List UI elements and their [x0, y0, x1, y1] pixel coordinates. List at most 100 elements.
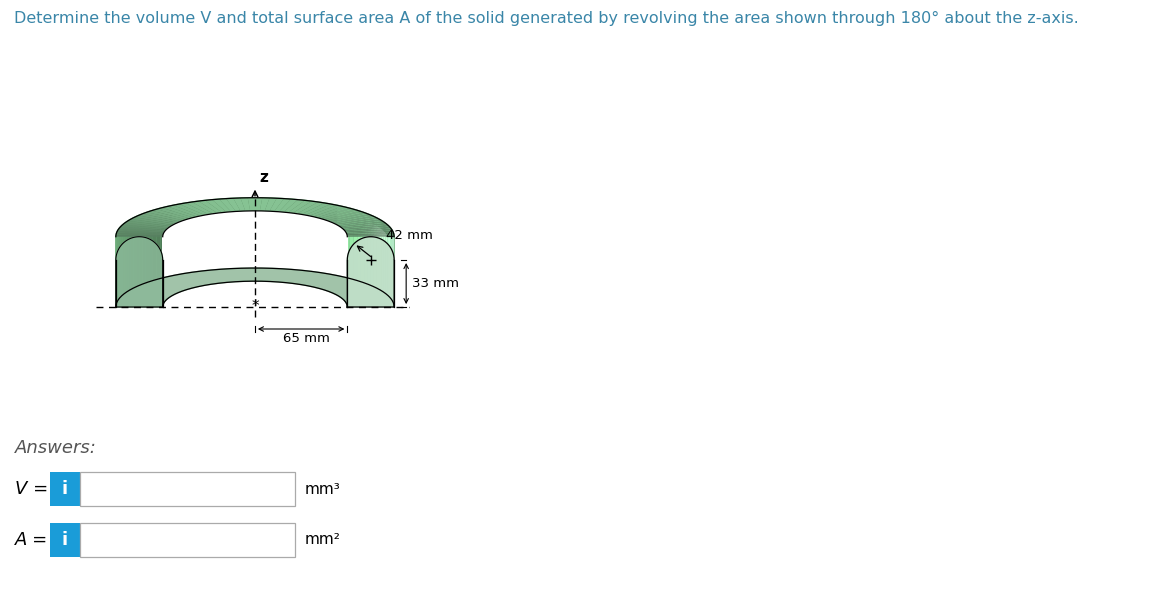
FancyBboxPatch shape	[80, 472, 295, 506]
Polygon shape	[269, 198, 284, 211]
Polygon shape	[338, 225, 339, 296]
Polygon shape	[346, 229, 392, 232]
Polygon shape	[358, 226, 379, 253]
Polygon shape	[212, 199, 217, 270]
Polygon shape	[125, 221, 171, 228]
Polygon shape	[128, 219, 172, 226]
Polygon shape	[185, 202, 213, 214]
Polygon shape	[220, 213, 223, 283]
Polygon shape	[314, 217, 318, 288]
Polygon shape	[163, 211, 347, 307]
Polygon shape	[119, 226, 165, 231]
Polygon shape	[128, 219, 131, 291]
Polygon shape	[303, 215, 306, 285]
Text: mm²: mm²	[305, 533, 341, 547]
Text: i: i	[62, 480, 68, 498]
Polygon shape	[388, 226, 391, 298]
Polygon shape	[334, 223, 335, 294]
Polygon shape	[197, 200, 202, 272]
Polygon shape	[123, 223, 125, 295]
Polygon shape	[290, 213, 294, 284]
Polygon shape	[222, 199, 228, 269]
Polygon shape	[338, 219, 383, 226]
Polygon shape	[312, 216, 314, 287]
Polygon shape	[173, 204, 178, 276]
Polygon shape	[335, 224, 338, 295]
Polygon shape	[117, 231, 164, 234]
Polygon shape	[207, 200, 212, 270]
Polygon shape	[332, 222, 334, 294]
Text: i: i	[62, 531, 68, 549]
Polygon shape	[199, 200, 222, 213]
Polygon shape	[156, 208, 161, 279]
Polygon shape	[339, 226, 340, 297]
Polygon shape	[250, 197, 255, 268]
Polygon shape	[340, 221, 385, 228]
Polygon shape	[336, 205, 341, 276]
Polygon shape	[368, 236, 388, 261]
Polygon shape	[192, 201, 197, 272]
Polygon shape	[183, 203, 187, 274]
Polygon shape	[265, 198, 276, 211]
Polygon shape	[195, 216, 198, 287]
Polygon shape	[288, 200, 312, 213]
Polygon shape	[164, 206, 169, 278]
Polygon shape	[202, 200, 207, 271]
Polygon shape	[234, 198, 238, 268]
Polygon shape	[151, 209, 190, 219]
Polygon shape	[333, 216, 376, 224]
Polygon shape	[134, 216, 136, 288]
Polygon shape	[266, 211, 269, 282]
Polygon shape	[142, 213, 146, 284]
Polygon shape	[366, 233, 386, 259]
Polygon shape	[332, 204, 336, 276]
Polygon shape	[357, 225, 377, 252]
Polygon shape	[260, 198, 266, 268]
Polygon shape	[366, 234, 387, 260]
Polygon shape	[341, 223, 387, 229]
Polygon shape	[139, 214, 180, 223]
Polygon shape	[149, 210, 153, 282]
Text: 42 mm: 42 mm	[386, 229, 432, 242]
Polygon shape	[391, 228, 392, 299]
Polygon shape	[192, 217, 195, 288]
Polygon shape	[323, 219, 325, 290]
Polygon shape	[126, 220, 128, 292]
Polygon shape	[387, 225, 388, 296]
Polygon shape	[251, 211, 255, 281]
Polygon shape	[131, 218, 134, 290]
Polygon shape	[228, 198, 234, 268]
Polygon shape	[381, 220, 384, 292]
Polygon shape	[344, 226, 391, 231]
Polygon shape	[327, 221, 329, 292]
Polygon shape	[283, 212, 287, 283]
Polygon shape	[116, 235, 163, 237]
Polygon shape	[169, 227, 170, 298]
Polygon shape	[310, 205, 342, 217]
Polygon shape	[230, 211, 234, 282]
Polygon shape	[240, 211, 244, 282]
Polygon shape	[163, 211, 347, 307]
Polygon shape	[340, 227, 341, 298]
Polygon shape	[313, 206, 348, 217]
Polygon shape	[178, 203, 183, 275]
Polygon shape	[213, 213, 216, 284]
Polygon shape	[198, 216, 201, 287]
Polygon shape	[183, 220, 185, 291]
Polygon shape	[180, 221, 183, 292]
Polygon shape	[371, 215, 373, 287]
Polygon shape	[187, 202, 192, 273]
Polygon shape	[187, 219, 190, 290]
Polygon shape	[255, 197, 260, 268]
Polygon shape	[269, 211, 273, 282]
FancyBboxPatch shape	[80, 523, 295, 557]
Text: *: *	[251, 300, 259, 314]
Polygon shape	[292, 201, 318, 214]
Polygon shape	[185, 219, 187, 290]
Polygon shape	[369, 239, 390, 264]
Polygon shape	[169, 205, 173, 276]
Polygon shape	[287, 213, 290, 283]
Polygon shape	[357, 210, 361, 282]
FancyBboxPatch shape	[50, 523, 80, 557]
Polygon shape	[119, 228, 120, 299]
